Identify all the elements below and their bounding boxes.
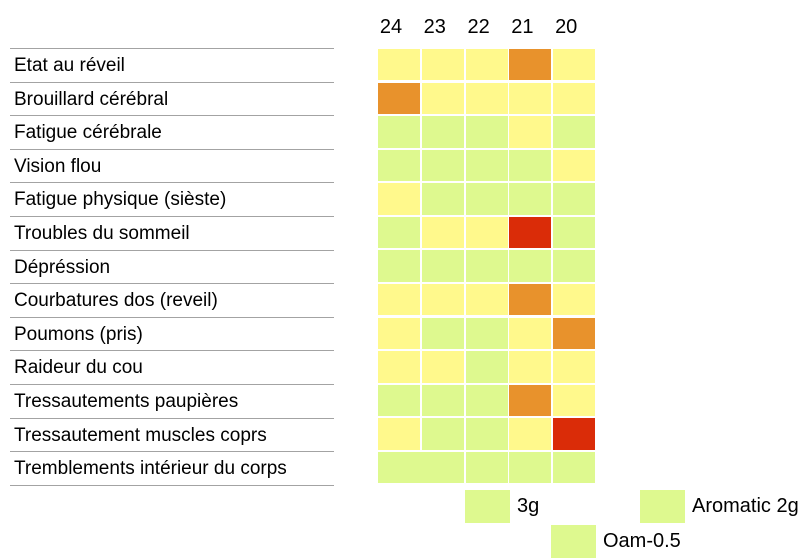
heatmap-cell [421, 317, 464, 350]
row-label: Fatigue physique (sièste) [10, 182, 334, 216]
legend-swatch [551, 525, 596, 558]
heatmap-cell [378, 317, 420, 350]
heatmap-cell [553, 317, 596, 350]
heatmap-cell [553, 183, 596, 215]
heatmap-cell [378, 149, 420, 182]
heatmap-cell [509, 317, 552, 350]
heatmap-cell [378, 49, 420, 81]
legend-label: Oam-0.5 [603, 530, 681, 552]
heatmap-cell [421, 116, 464, 148]
heatmap-cell [465, 451, 508, 484]
heatmap-cell [509, 384, 552, 417]
heatmap-cell [465, 49, 508, 81]
heatmap-cell [553, 284, 596, 316]
legend-item-aromatic: Aromatic 2g [640, 490, 799, 523]
heatmap-cell [509, 183, 552, 215]
heatmap-cell [465, 418, 508, 450]
heatmap-grid [378, 49, 596, 484]
heatmap-cell [553, 451, 596, 484]
legend-swatch [465, 490, 510, 523]
heatmap-cell [421, 183, 464, 215]
heatmap-cell [465, 250, 508, 282]
heatmap-cell [509, 284, 552, 316]
heatmap-cell [553, 149, 596, 182]
heatmap-cell [378, 250, 420, 282]
heatmap-cell [509, 82, 552, 114]
row-label: Raideur du cou [10, 350, 334, 384]
heatmap-cell [553, 250, 596, 282]
legend-item-oam: Oam-0.5 [551, 525, 681, 558]
heatmap-cell [553, 216, 596, 249]
heatmap-cell [509, 418, 552, 450]
row-label: Tressautement muscles coprs [10, 417, 334, 452]
heatmap-cell [553, 49, 596, 81]
row-label: Tremblements intérieur du corps [10, 451, 334, 485]
row-label: Etat au réveil [10, 48, 334, 82]
heatmap-cell [553, 116, 596, 148]
heatmap-cell [421, 284, 464, 316]
heatmap-cell [421, 216, 464, 249]
row-labels: Etat au réveil Brouillard cérébral Fatigue… [10, 48, 334, 486]
column-header: 23 [423, 16, 446, 38]
heatmap-cell [553, 82, 596, 114]
row-label: Dépréssion [10, 249, 334, 284]
heatmap-cell [378, 82, 420, 114]
heatmap-cell [465, 216, 508, 249]
row-label: Brouillard cérébral [10, 81, 334, 116]
heatmap-cell [378, 216, 420, 249]
heatmap-cell [509, 49, 552, 81]
legend-item-3g: 3g [465, 490, 539, 523]
row-label: Courbatures dos (reveil) [10, 283, 334, 317]
heatmap-cell [465, 284, 508, 316]
heatmap-cell [421, 384, 464, 417]
heatmap-cell [465, 116, 508, 148]
heatmap-cell [509, 149, 552, 182]
heatmap-cell [421, 149, 464, 182]
heatmap-cell [378, 183, 420, 215]
column-header: 20 [555, 16, 578, 38]
heatmap-cell [465, 183, 508, 215]
column-header: 22 [467, 16, 490, 38]
heatmap-cell [378, 384, 420, 417]
heatmap-cell [509, 351, 552, 383]
heatmap-cell [465, 351, 508, 383]
heatmap-cell [509, 250, 552, 282]
column-header: 24 [379, 16, 403, 38]
heatmap-cell [465, 149, 508, 182]
heatmap-cell [378, 451, 464, 484]
row-label: Tressautements paupières [10, 383, 334, 418]
heatmap-cell [553, 351, 596, 383]
heatmap-cell [421, 49, 464, 81]
row-label: Poumons (pris) [10, 316, 334, 351]
legend-label: 3g [517, 495, 540, 517]
heatmap-cell [553, 418, 596, 450]
heatmap-cell [465, 82, 508, 114]
heatmap-cell [509, 216, 552, 249]
heatmap-cell [553, 384, 596, 417]
heatmap-cell [465, 317, 508, 350]
row-label: Troubles du sommeil [10, 215, 334, 250]
heatmap-cell [509, 451, 552, 484]
column-header: 21 [511, 16, 534, 38]
heatmap-cell [465, 384, 508, 417]
legend-label: Aromatic 2g [692, 495, 799, 517]
heatmap-cell [378, 116, 420, 148]
heatmap-cell [421, 82, 464, 114]
legend-swatch [640, 490, 685, 523]
heatmap-cell [509, 116, 552, 148]
heatmap-cell [421, 418, 464, 450]
row-label: Vision flou [10, 148, 334, 183]
heatmap-cell [421, 250, 464, 282]
column-headers: 24 23 22 21 20 [370, 16, 587, 38]
heatmap-cell [378, 284, 420, 316]
heatmap-cell [421, 351, 464, 383]
heatmap-cell [378, 418, 420, 450]
heatmap-cell [378, 351, 420, 383]
row-label: Fatigue cérébrale [10, 115, 334, 149]
